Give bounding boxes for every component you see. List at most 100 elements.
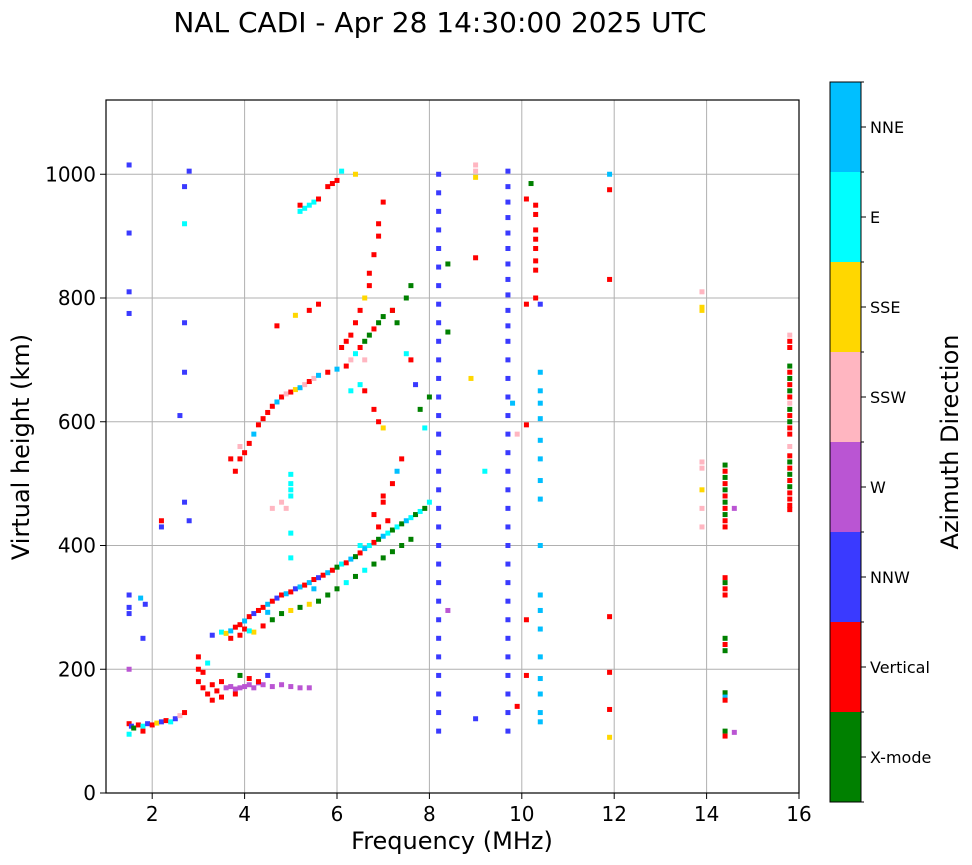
data-point bbox=[436, 505, 442, 511]
data-point bbox=[505, 307, 511, 313]
data-point bbox=[376, 320, 382, 326]
data-point bbox=[154, 720, 160, 726]
data-point bbox=[232, 468, 238, 474]
data-point bbox=[505, 691, 511, 697]
data-point bbox=[186, 518, 192, 524]
data-point bbox=[343, 363, 349, 369]
data-point bbox=[722, 728, 728, 734]
data-point bbox=[505, 357, 511, 363]
data-point bbox=[306, 379, 312, 385]
data-point bbox=[787, 345, 793, 350]
data-point bbox=[334, 586, 340, 592]
data-point bbox=[403, 351, 409, 357]
data-point bbox=[731, 729, 737, 735]
data-point bbox=[274, 323, 280, 329]
data-point bbox=[533, 246, 539, 251]
data-point bbox=[505, 199, 511, 205]
data-point bbox=[533, 202, 539, 208]
data-point bbox=[436, 208, 442, 214]
x-tick-label: 6 bbox=[331, 802, 344, 826]
data-point bbox=[505, 246, 511, 251]
data-point bbox=[343, 338, 349, 344]
colorbar-segment bbox=[830, 172, 861, 262]
data-point bbox=[380, 499, 386, 505]
data-point bbox=[787, 332, 793, 338]
data-point bbox=[787, 453, 793, 459]
colorbar-tick-label: NNE bbox=[870, 118, 904, 137]
data-point bbox=[140, 728, 146, 734]
data-point bbox=[787, 375, 793, 381]
data-point bbox=[371, 512, 377, 518]
data-point bbox=[306, 685, 312, 691]
data-point bbox=[436, 413, 442, 419]
data-point bbox=[242, 626, 248, 632]
data-point bbox=[473, 168, 479, 174]
data-point bbox=[288, 607, 294, 613]
data-point bbox=[436, 487, 442, 493]
data-point bbox=[787, 419, 793, 425]
data-point bbox=[537, 654, 543, 660]
data-point bbox=[329, 567, 335, 573]
data-point bbox=[422, 505, 428, 511]
data-point bbox=[158, 524, 164, 530]
y-tick-label: 400 bbox=[58, 534, 96, 558]
data-point bbox=[436, 394, 442, 400]
data-point bbox=[385, 530, 391, 536]
data-point bbox=[288, 530, 294, 536]
data-point bbox=[722, 499, 728, 505]
data-point bbox=[787, 496, 793, 502]
x-tick-label: 10 bbox=[509, 802, 534, 826]
data-point bbox=[126, 592, 132, 598]
data-point bbox=[523, 422, 529, 428]
chart-title: NAL CADI - Apr 28 14:30:00 2025 UTC bbox=[173, 6, 706, 39]
data-point bbox=[306, 307, 312, 313]
data-point bbox=[533, 295, 539, 301]
data-point bbox=[399, 521, 405, 527]
y-axis-label: Virtual height (km) bbox=[7, 334, 35, 560]
data-point bbox=[436, 617, 442, 623]
data-point bbox=[445, 329, 451, 335]
data-point bbox=[339, 345, 345, 350]
data-point bbox=[228, 456, 234, 462]
data-point bbox=[722, 487, 728, 493]
data-point bbox=[722, 468, 728, 474]
data-point bbox=[265, 409, 271, 415]
x-tick-label: 2 bbox=[146, 802, 159, 826]
data-point bbox=[140, 635, 146, 641]
data-point bbox=[389, 549, 395, 555]
data-point bbox=[523, 617, 529, 623]
data-point bbox=[182, 499, 188, 505]
data-point bbox=[436, 728, 442, 734]
colorbar-tick-label: W bbox=[870, 478, 886, 497]
data-point bbox=[357, 307, 363, 313]
data-point bbox=[352, 171, 358, 177]
data-point bbox=[279, 394, 285, 400]
data-point bbox=[242, 450, 248, 456]
data-point bbox=[376, 419, 382, 425]
data-point bbox=[722, 512, 728, 518]
colorbar-label: Azimuth Direction bbox=[936, 335, 964, 550]
data-point bbox=[505, 635, 511, 641]
data-point bbox=[288, 481, 294, 487]
data-point bbox=[182, 221, 188, 227]
data-point bbox=[283, 591, 289, 597]
data-point bbox=[357, 550, 363, 556]
data-point bbox=[219, 629, 224, 635]
y-tick-label: 0 bbox=[83, 781, 96, 805]
data-point bbox=[722, 648, 728, 654]
data-point bbox=[348, 556, 354, 562]
data-point bbox=[380, 533, 386, 539]
x-tick-label: 4 bbox=[238, 802, 251, 826]
data-point bbox=[436, 171, 442, 177]
data-point bbox=[699, 289, 705, 295]
data-point bbox=[537, 626, 543, 632]
data-point bbox=[436, 635, 442, 641]
data-point bbox=[131, 725, 137, 731]
data-point bbox=[505, 728, 511, 734]
data-point bbox=[389, 527, 395, 533]
data-point bbox=[426, 499, 432, 505]
colorbar-segment bbox=[830, 622, 861, 712]
data-point bbox=[385, 518, 391, 524]
colorbar-tick-label: SSE bbox=[870, 298, 900, 317]
data-point bbox=[223, 685, 229, 691]
